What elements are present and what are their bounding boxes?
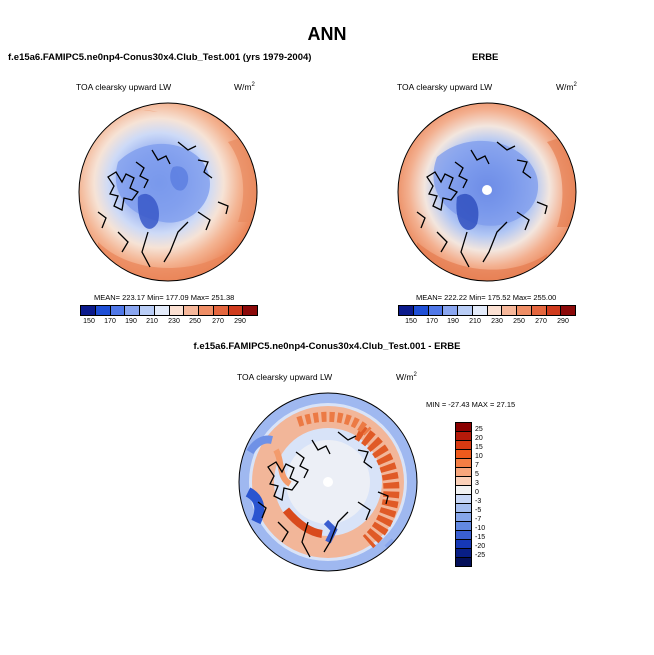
panel1-tick: 150 <box>83 318 95 325</box>
panel2-tick: 210 <box>469 318 481 325</box>
colorbar-swatch <box>456 432 471 441</box>
panel1-tick: 170 <box>104 318 116 325</box>
colorbar-swatch <box>517 306 532 315</box>
colorbar-swatch <box>561 306 575 315</box>
panel3-tick: 15 <box>475 444 483 451</box>
panel3-tick: 0 <box>475 489 479 496</box>
panel1-colorbar <box>80 305 258 316</box>
colorbar-swatch <box>140 306 155 315</box>
panel2-tick: 270 <box>535 318 547 325</box>
colorbar-swatch <box>125 306 140 315</box>
panel2-title: ERBE <box>472 52 499 63</box>
colorbar-swatch <box>456 549 471 558</box>
colorbar-swatch <box>456 495 471 504</box>
panel2-tick: 230 <box>491 318 503 325</box>
panel3-units: W/m2 <box>396 372 417 382</box>
panel2-tick: 150 <box>405 318 417 325</box>
colorbar-swatch <box>456 423 471 432</box>
colorbar-swatch <box>456 522 471 531</box>
panel3-tick: 10 <box>475 453 483 460</box>
colorbar-swatch <box>472 306 488 315</box>
panel2-variable-label: TOA clearsky upward LW <box>397 82 493 92</box>
panel1-tick: 290 <box>234 318 246 325</box>
panel1-polar-map <box>78 102 258 282</box>
colorbar-swatch <box>456 513 471 522</box>
colorbar-swatch <box>456 486 471 495</box>
colorbar-swatch <box>456 504 471 513</box>
panel2-colorbar <box>398 305 576 316</box>
panel1-units: W/m2 <box>234 82 255 92</box>
panel1-tick: 210 <box>146 318 158 325</box>
panel2-tick: 290 <box>557 318 569 325</box>
colorbar-swatch <box>228 306 244 315</box>
colorbar-swatch <box>154 306 170 315</box>
colorbar-swatch <box>399 306 414 315</box>
panel3-tick: -25 <box>475 552 486 559</box>
panel1-tick: 270 <box>212 318 224 325</box>
colorbar-swatch <box>413 306 429 315</box>
colorbar-swatch <box>456 459 471 468</box>
panel3-tick: 25 <box>475 426 483 433</box>
colorbar-swatch <box>456 450 471 459</box>
panel3-tick: -7 <box>475 516 482 523</box>
colorbar-swatch <box>456 441 471 450</box>
colorbar-swatch <box>456 477 471 486</box>
panel3-tick: -5 <box>475 507 482 514</box>
panel3-tick: -10 <box>475 525 486 532</box>
colorbar-swatch <box>502 306 517 315</box>
panel2-tick: 170 <box>426 318 438 325</box>
colorbar-swatch <box>546 306 562 315</box>
panel3-polar-map <box>238 392 418 572</box>
panel2-polar-map <box>397 102 577 282</box>
panel3-tick: 3 <box>475 480 479 487</box>
panel3-stats: MIN = -27.43 MAX = 27.15 <box>426 400 516 409</box>
panel3-tick: -20 <box>475 543 486 550</box>
panel1-tick: 250 <box>189 318 201 325</box>
colorbar-swatch <box>199 306 214 315</box>
panel3-colorbar <box>455 422 472 567</box>
colorbar-swatch <box>456 468 471 477</box>
panel3-title: f.e15a6.FAMIPC5.ne0np4-Conus30x4.Club_Te… <box>193 341 461 352</box>
colorbar-swatch <box>243 306 257 315</box>
panel1-title: f.e15a6.FAMIPC5.ne0np4-Conus30x4.Club_Te… <box>8 52 312 63</box>
panel1-stats: MEAN= 223.17 Min= 177.09 Max= 251.38 <box>94 293 235 302</box>
panel1-tick: 230 <box>168 318 180 325</box>
colorbar-swatch <box>456 540 471 549</box>
panel1-variable-label: TOA clearsky upward LW <box>76 82 172 92</box>
colorbar-swatch <box>456 558 471 566</box>
colorbar-swatch <box>213 306 229 315</box>
colorbar-swatch <box>110 306 126 315</box>
colorbar-swatch <box>487 306 503 315</box>
colorbar-swatch <box>458 306 473 315</box>
colorbar-swatch <box>169 306 185 315</box>
panel3-variable-label: TOA clearsky upward LW <box>237 372 333 382</box>
colorbar-swatch <box>456 531 471 540</box>
colorbar-swatch <box>184 306 199 315</box>
panel3-tick: -15 <box>475 534 486 541</box>
colorbar-swatch <box>95 306 111 315</box>
panel3-tick: 20 <box>475 435 483 442</box>
panel3-tick: 7 <box>475 462 479 469</box>
panel2-tick: 190 <box>447 318 459 325</box>
panel2-stats: MEAN= 222.22 Min= 175.52 Max= 255.00 <box>416 293 557 302</box>
colorbar-swatch <box>81 306 96 315</box>
panel2-tick: 250 <box>513 318 525 325</box>
colorbar-swatch <box>531 306 547 315</box>
panel1-tick: 190 <box>125 318 137 325</box>
panel3-tick: 5 <box>475 471 479 478</box>
panel2-units: W/m2 <box>556 82 577 92</box>
colorbar-swatch <box>428 306 444 315</box>
page-title: ANN <box>307 24 347 44</box>
colorbar-swatch <box>443 306 458 315</box>
panel3-tick: -3 <box>475 498 482 505</box>
